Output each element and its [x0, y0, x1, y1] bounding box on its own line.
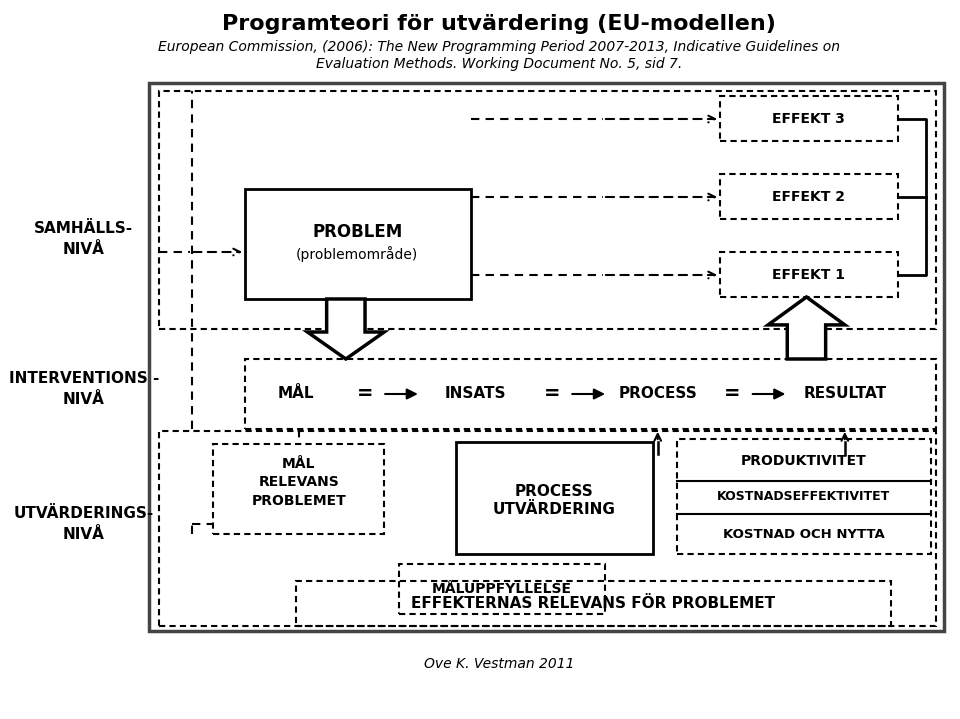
Bar [149, 83, 944, 631]
Bar [158, 431, 936, 626]
Text: (problemområde): (problemområde) [297, 246, 419, 262]
Polygon shape [307, 299, 384, 359]
Text: RELEVANS: RELEVANS [258, 475, 339, 489]
Text: European Commission, (2006): The New Programming Period 2007-2013, Indicative Gu: European Commission, (2006): The New Pro… [158, 40, 840, 54]
Text: SAMHÄLLS-
NIVÅ: SAMHÄLLS- NIVÅ [35, 221, 133, 257]
Bar [398, 564, 605, 614]
Text: Programteori för utvärdering (EU-modellen): Programteori för utvärdering (EU-modelle… [223, 14, 777, 34]
Text: =: = [357, 385, 373, 403]
Bar [720, 252, 898, 297]
Text: Evaluation Methods. Working Document No. 5, sid 7.: Evaluation Methods. Working Document No.… [316, 57, 683, 71]
Text: Ove K. Vestman 2011: Ove K. Vestman 2011 [424, 657, 575, 671]
Text: MÅL: MÅL [277, 387, 314, 401]
Polygon shape [768, 297, 845, 359]
Bar [677, 439, 931, 554]
Text: EFFEKT 1: EFFEKT 1 [772, 268, 845, 282]
Text: UTVÄRDERINGS-
NIVÅ: UTVÄRDERINGS- NIVÅ [13, 506, 154, 542]
Bar [456, 442, 653, 554]
Text: KOSTNADSEFFEKTIVITET: KOSTNADSEFFEKTIVITET [717, 490, 890, 503]
Text: PROBLEM: PROBLEM [312, 223, 402, 241]
Text: EFFEKT 2: EFFEKT 2 [772, 190, 845, 204]
Text: PRODUKTIVITET: PRODUKTIVITET [741, 454, 867, 468]
Bar [245, 359, 936, 429]
Text: PROBLEMET: PROBLEMET [252, 494, 347, 508]
Text: INTERVENTIONS -
NIVÅ: INTERVENTIONS - NIVÅ [9, 371, 159, 407]
Text: EFFEKTERNAS RELEVANS FÖR PROBLEMET: EFFEKTERNAS RELEVANS FÖR PROBLEMET [412, 597, 776, 611]
Text: =: = [724, 385, 741, 403]
Bar [213, 444, 384, 534]
Text: PROCESS: PROCESS [618, 387, 697, 401]
Text: MÅLUPPFYLLELSE: MÅLUPPFYLLELSE [431, 582, 571, 596]
Bar [296, 581, 891, 626]
Text: KOSTNAD OCH NYTTA: KOSTNAD OCH NYTTA [723, 528, 884, 541]
Text: RESULTAT: RESULTAT [804, 387, 886, 401]
Text: EFFEKT 3: EFFEKT 3 [772, 112, 845, 126]
Bar [245, 189, 470, 299]
Bar [720, 174, 898, 219]
Text: =: = [544, 385, 561, 403]
Text: PROCESS: PROCESS [515, 483, 593, 498]
Bar [158, 91, 936, 329]
Bar [720, 96, 898, 141]
Text: INSATS: INSATS [444, 387, 506, 401]
Text: MÅL: MÅL [282, 457, 316, 471]
Text: UTVÄRDERING: UTVÄRDERING [492, 503, 615, 518]
